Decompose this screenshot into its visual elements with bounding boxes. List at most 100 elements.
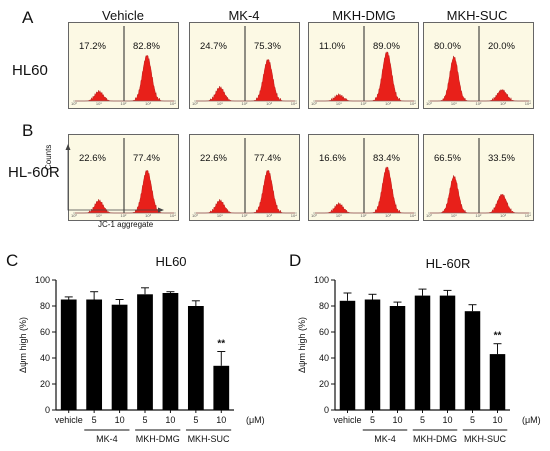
flow-x-tick: 10¹	[335, 213, 342, 218]
x-tick-label: 5	[193, 415, 198, 425]
flow-x-tick: 10⁴	[169, 101, 176, 106]
percent-right: 20.0%	[488, 41, 515, 52]
panel-letter-a: A	[22, 8, 34, 27]
y-tick-label: 20	[40, 379, 50, 389]
y-tick-label: 100	[314, 275, 329, 285]
x-tick-label: vehicle	[333, 415, 361, 425]
x-tick-label: 10	[165, 415, 175, 425]
flow-histogram	[313, 138, 416, 214]
bar	[86, 299, 103, 410]
flow-x-tick: 10⁰	[71, 101, 78, 106]
unit-label: (μM)	[522, 415, 541, 425]
bar	[137, 294, 153, 410]
row-header-hl60r: HL-60R	[8, 164, 60, 181]
flow-x-tick: 10⁴	[409, 101, 416, 106]
flow-x-tick: 10⁴	[524, 101, 531, 106]
flow-x-tick: 10²	[120, 213, 127, 218]
x-tick-label: 10	[492, 415, 502, 425]
flow-x-ticks: 10⁰ 10¹ 10² 10³ 10⁴	[426, 213, 531, 218]
percent-left: 66.5%	[434, 153, 461, 164]
chart-d: 0 20 40 60 80 100 Δψm high (%) vehicle 5 10 5 10 5 10…	[297, 275, 541, 444]
flow-axis-arrows	[65, 144, 164, 213]
flow-histogram	[73, 26, 176, 102]
bar	[389, 306, 406, 410]
bar	[213, 365, 230, 410]
bar	[339, 300, 356, 410]
y-axis-label: Δψm high (%)	[297, 317, 307, 373]
x-tick-label: 10	[115, 415, 125, 425]
flow-histogram	[194, 138, 297, 214]
flow-x-ticks: 10⁰ 10¹ 10² 10³ 10⁴	[311, 213, 416, 218]
percent-left: 80.0%	[434, 41, 461, 52]
percent-right: 77.4%	[133, 153, 160, 164]
flow-x-tick: 10³	[385, 101, 391, 106]
flow-x-ticks: 10⁰ 10¹ 10² 10³ 10⁴	[311, 101, 416, 106]
flow-x-tick: 10¹	[335, 101, 342, 106]
y-tick-label: 80	[40, 301, 50, 311]
flow-x-tick: 10⁰	[71, 213, 78, 218]
flow-panel-row_hl60-1: 24.7% 75.3% 10⁰ 10¹ 10² 10³ 10⁴	[189, 22, 300, 109]
flow-x-tick: 10³	[145, 213, 151, 218]
group-label: MKH-SUC	[188, 434, 230, 444]
row-header-hl60: HL60	[12, 62, 48, 79]
y-tick-label: 20	[319, 379, 329, 389]
y-tick-label: 80	[319, 301, 329, 311]
x-tick-label: 10	[392, 415, 402, 425]
unit-label: (μM)	[246, 415, 265, 425]
column-header-vehicle: Vehicle	[102, 8, 144, 23]
y-tick-label: 100	[35, 275, 50, 285]
flow-x-tick: 10²	[241, 101, 248, 106]
percent-left: 22.6%	[200, 153, 227, 164]
x-tick-label: vehicle	[55, 415, 83, 425]
flow-x-tick: 10²	[360, 101, 367, 106]
bar	[187, 306, 204, 410]
bar	[111, 304, 128, 410]
flow-x-tick: 10³	[145, 101, 151, 106]
y-tick-label: 0	[324, 405, 329, 415]
bar	[414, 295, 431, 410]
flow-x-tick: 10¹	[450, 213, 457, 218]
column-header-mkh-suc: MKH-SUC	[446, 8, 508, 23]
panel-letter-c: C	[6, 251, 19, 270]
x-tick-label: 5	[470, 415, 475, 425]
x-tick-label: 5	[420, 415, 425, 425]
bar	[464, 311, 481, 410]
flow-x-tick: 10³	[266, 213, 272, 218]
percent-right: 82.8%	[133, 41, 160, 52]
bar	[364, 299, 381, 410]
percent-left: 16.6%	[319, 153, 346, 164]
x-tick-label: 10	[442, 415, 452, 425]
percent-left: 17.2%	[79, 41, 106, 52]
flow-panel-row_hl60r-3: 66.5% 33.5% 10⁰ 10¹ 10² 10³ 10⁴	[423, 134, 534, 221]
flow-x-tick: 10³	[385, 213, 391, 218]
percent-right: 89.0%	[373, 41, 400, 52]
bar	[60, 299, 77, 410]
flow-x-tick: 10³	[266, 101, 272, 106]
bar	[439, 295, 456, 410]
y-tick-label: 40	[319, 353, 329, 363]
percent-right: 83.4%	[373, 153, 400, 164]
flow-x-tick: 10⁴	[169, 213, 176, 218]
flow-x-tick: 10¹	[95, 101, 102, 106]
significance-marker: **	[217, 339, 225, 350]
flow-histogram	[194, 26, 297, 102]
flow-x-tick: 10⁴	[290, 213, 297, 218]
x-tick-label: 5	[142, 415, 147, 425]
significance-marker: **	[494, 331, 502, 342]
flow-histogram	[313, 26, 416, 102]
flow-histogram	[428, 138, 531, 214]
group-label: MK-4	[96, 434, 118, 444]
flow-x-ticks: 10⁰ 10¹ 10² 10³ 10⁴	[192, 213, 297, 218]
bar	[162, 293, 179, 410]
flow-x-tick: 10¹	[216, 213, 223, 218]
flow-x-tick: 10⁴	[524, 213, 531, 218]
flow-x-tick: 10⁴	[290, 101, 297, 106]
flow-x-ticks: 10⁰ 10¹ 10² 10³ 10⁴	[426, 101, 531, 106]
flow-x-tick: 10⁴	[409, 213, 416, 218]
flow-x-tick: 10³	[500, 101, 506, 106]
flow-x-ticks: 10⁰ 10¹ 10² 10³ 10⁴	[71, 213, 176, 218]
flow-panel-row_hl60r-0: 22.6% 77.4% 10⁰ 10¹ 10² 10³ 10⁴	[68, 134, 179, 221]
group-label: MKH-DMG	[413, 434, 457, 444]
flow-x-tick: 10⁰	[192, 101, 199, 106]
flow-x-tick: 10²	[360, 213, 367, 218]
